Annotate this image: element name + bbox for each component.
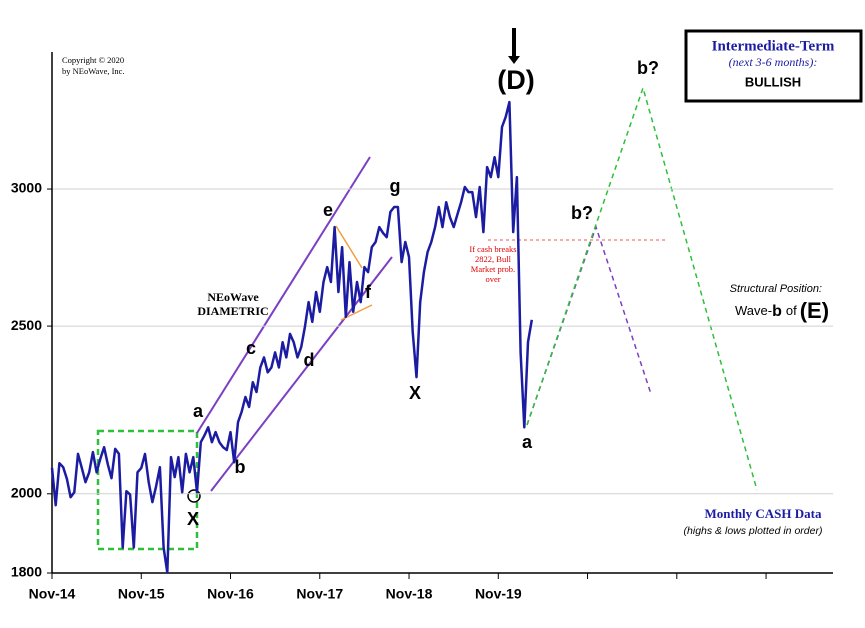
y-tick-label: 3000	[11, 180, 42, 196]
annotation: (D)	[497, 65, 534, 95]
annotation: Market prob.	[471, 264, 515, 274]
consolidation-box	[96, 429, 199, 551]
of-text: of	[786, 303, 797, 318]
annotation: 2822, Bull	[475, 254, 512, 264]
x-tick-label: Nov-15	[118, 586, 165, 602]
annotation: e	[323, 200, 333, 220]
annotation: b?	[637, 58, 659, 78]
projection-b-long	[526, 85, 758, 491]
x-tick-label: Nov-17	[296, 586, 343, 602]
annotation: NEoWave	[207, 290, 259, 304]
structural-position: Wave-b of (E)	[735, 298, 829, 323]
x-tick-label: Nov-18	[386, 586, 433, 602]
arrow-head	[508, 56, 520, 64]
annotation: If cash breaks	[469, 244, 516, 254]
annotation: DIAMETRIC	[197, 304, 268, 318]
annotation: Monthly CASH Data	[704, 506, 822, 521]
annotation: by NEoWave, Inc.	[62, 66, 125, 76]
y-tick-label: 2500	[11, 317, 42, 333]
annotation: d	[304, 350, 315, 370]
data-line	[50, 100, 534, 574]
annotation: f	[365, 282, 372, 302]
annotation: X	[409, 383, 421, 403]
wave-e: (E)	[800, 298, 829, 323]
outlook-box	[684, 29, 863, 103]
triangle-upper	[335, 225, 363, 269]
annotation: over	[485, 274, 500, 284]
x-tick-label: Nov-19	[475, 586, 522, 602]
annotation: g	[390, 176, 401, 196]
x-tick-label: Nov-16	[207, 586, 254, 602]
channel-upper	[196, 156, 371, 434]
wave-b: b	[772, 303, 782, 320]
projection-b-short	[526, 224, 652, 426]
annotation: BULLISH	[745, 74, 801, 89]
annotation: Copyright © 2020	[62, 55, 124, 65]
wave-text: Wave-	[735, 303, 772, 318]
annotation: c	[246, 338, 256, 358]
x-tick-label: Nov-14	[29, 586, 76, 602]
annotation: a	[522, 432, 533, 452]
annotation: b	[235, 457, 246, 477]
annotation: (highs & lows plotted in order)	[684, 525, 823, 537]
annotation: b?	[571, 203, 593, 223]
annotation: X	[187, 509, 199, 529]
y-tick-label: 2000	[11, 485, 42, 501]
annotation: (next 3-6 months):	[729, 55, 818, 69]
annotation: Structural Position:	[730, 283, 822, 295]
annotation: a	[193, 401, 204, 421]
x-marker	[187, 489, 201, 503]
annotation: Intermediate-Term	[712, 38, 835, 54]
y-tick-label: 1800	[11, 564, 42, 580]
